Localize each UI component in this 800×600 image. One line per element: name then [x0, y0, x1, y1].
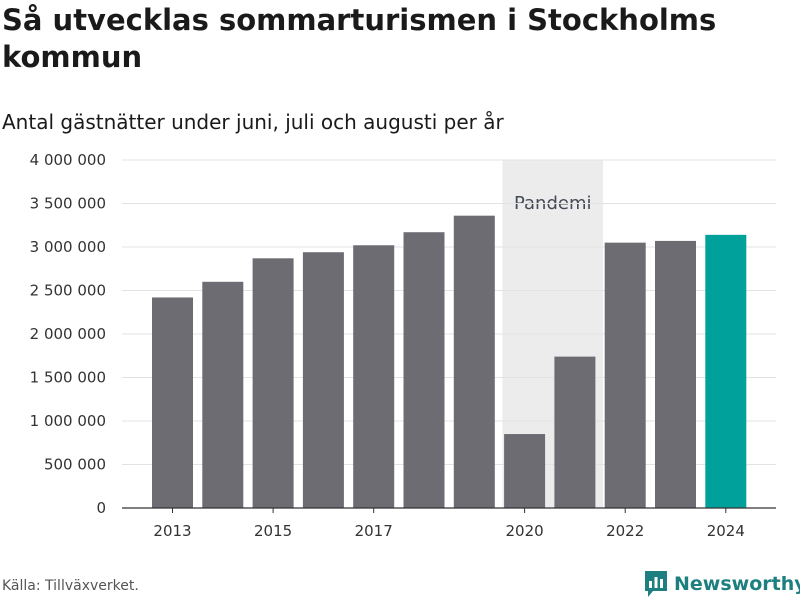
bar-2020 — [504, 434, 546, 508]
bars — [152, 215, 747, 508]
x-tick-label: 2015 — [254, 522, 292, 540]
bar-2019 — [453, 215, 495, 508]
y-tick-label: 3 000 000 — [30, 238, 106, 256]
x-tick-label: 2013 — [153, 522, 191, 540]
y-tick-label: 1 500 000 — [30, 369, 106, 387]
y-tick-label: 1 000 000 — [30, 412, 106, 430]
x-tick-label: 2017 — [355, 522, 393, 540]
chart-subtitle: Antal gästnätter under juni, juli och au… — [2, 110, 504, 134]
y-tick-label: 3 500 000 — [30, 195, 106, 213]
bar-2023 — [655, 240, 696, 508]
newsworthy-logo-icon — [645, 571, 667, 597]
y-tick-label: 0 — [96, 499, 106, 517]
bar-2021 — [554, 356, 596, 508]
y-tick-label: 4 000 000 — [30, 151, 106, 169]
y-tick-label: 2 500 000 — [30, 282, 106, 300]
x-tick-label: 2020 — [506, 522, 544, 540]
bar-2015 — [252, 258, 294, 508]
x-tick-label: 2024 — [707, 522, 745, 540]
bar-2016 — [302, 252, 344, 508]
bar-2024 — [705, 234, 747, 508]
bar-2018 — [403, 232, 445, 508]
chart-title: Så utvecklas sommarturismen i Stockholms… — [2, 3, 717, 74]
newsworthy-logo-text: Newsworthy — [674, 573, 800, 595]
bar-2014 — [202, 281, 244, 508]
axes: 0 500 000 1 000 000 1 500 000 2 000 000 2 500… — [30, 151, 776, 540]
bar-2022 — [604, 242, 646, 508]
bar-2017 — [353, 245, 395, 508]
source-note: Källa: Tillväxverket. — [2, 578, 139, 594]
y-tick-label: 2 000 000 — [30, 325, 106, 343]
bar-2013 — [152, 297, 193, 508]
x-tick-label: 2022 — [606, 522, 644, 540]
y-tick-label: 500 000 — [44, 456, 106, 474]
newsworthy-logo[interactable]: Newsworthy — [644, 569, 800, 599]
